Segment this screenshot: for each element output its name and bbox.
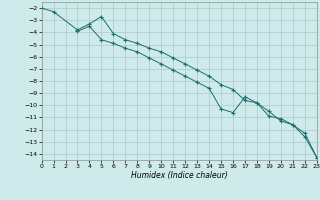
X-axis label: Humidex (Indice chaleur): Humidex (Indice chaleur) [131, 171, 228, 180]
